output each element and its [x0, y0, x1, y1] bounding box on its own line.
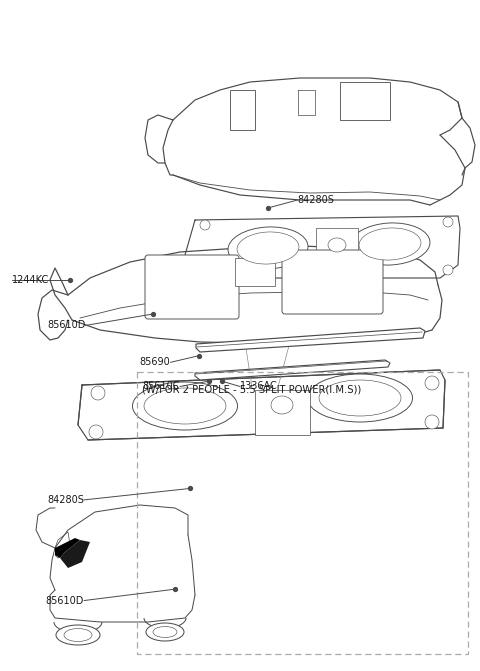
Bar — [255, 390, 310, 435]
Circle shape — [91, 386, 105, 400]
Text: 84280S: 84280S — [298, 195, 335, 205]
Circle shape — [425, 415, 439, 429]
Polygon shape — [195, 360, 390, 380]
Circle shape — [89, 425, 103, 439]
Circle shape — [443, 217, 453, 227]
Circle shape — [425, 376, 439, 390]
Ellipse shape — [228, 227, 308, 269]
Ellipse shape — [308, 374, 412, 422]
Text: 84280S: 84280S — [47, 495, 84, 505]
Text: 85610D: 85610D — [47, 321, 85, 330]
FancyBboxPatch shape — [145, 255, 239, 319]
Circle shape — [443, 265, 453, 275]
Ellipse shape — [144, 388, 226, 424]
Text: 1336AC: 1336AC — [240, 382, 278, 391]
Bar — [235, 258, 275, 286]
Polygon shape — [230, 90, 255, 130]
Circle shape — [200, 265, 210, 275]
Text: 85610D: 85610D — [46, 596, 84, 605]
Polygon shape — [340, 82, 390, 120]
Ellipse shape — [237, 232, 299, 264]
Text: (W/FOR 2 PEOPLE - 5:5 SPLIT POWER(I.M.S)): (W/FOR 2 PEOPLE - 5:5 SPLIT POWER(I.M.S)… — [142, 384, 361, 395]
Circle shape — [200, 220, 210, 230]
Ellipse shape — [328, 238, 346, 252]
Ellipse shape — [153, 627, 177, 637]
FancyBboxPatch shape — [282, 250, 383, 314]
Bar — [137, 372, 468, 654]
Ellipse shape — [146, 623, 184, 641]
Text: 1244KC: 1244KC — [12, 276, 49, 285]
Bar — [316, 228, 358, 262]
Polygon shape — [60, 540, 90, 568]
Text: 85610C: 85610C — [143, 382, 180, 391]
Ellipse shape — [319, 380, 401, 416]
Ellipse shape — [132, 382, 238, 430]
Ellipse shape — [64, 629, 92, 641]
Ellipse shape — [350, 223, 430, 265]
Ellipse shape — [271, 396, 293, 414]
Polygon shape — [196, 328, 425, 352]
Ellipse shape — [56, 625, 100, 645]
Text: 85690: 85690 — [140, 358, 170, 367]
Ellipse shape — [359, 228, 421, 260]
Polygon shape — [55, 538, 80, 558]
